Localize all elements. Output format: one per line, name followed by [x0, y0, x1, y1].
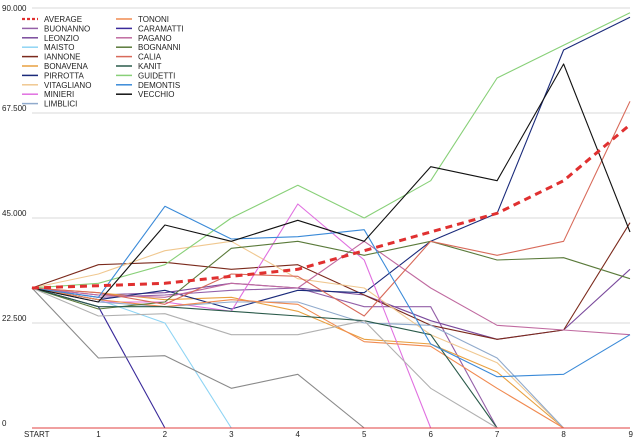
legend-label: LIMBLICI — [44, 100, 77, 109]
x-tick-label: 8 — [561, 430, 566, 439]
series-line-unnamed-19 — [31, 287, 630, 429]
legend-label: BUONANNO — [44, 24, 90, 33]
legend-label: IANNONE — [44, 53, 80, 62]
legend-label: PAGANO — [138, 34, 172, 43]
x-tick-label: 3 — [229, 430, 234, 439]
x-tick-label: 9 — [629, 430, 634, 439]
legend-label: VECCHIO — [138, 90, 174, 99]
series-line-caramatti — [31, 287, 630, 429]
series-line-calia — [31, 101, 631, 317]
series-line-kanit — [31, 287, 630, 429]
legend-label: LEONZIO — [44, 34, 79, 43]
legend-item-limblici: LIMBLICI — [22, 100, 77, 109]
legend-item-leonzio: LEONZIO — [22, 34, 79, 43]
x-tick-label: 7 — [495, 430, 500, 439]
series-line-unnamed-20 — [31, 287, 630, 429]
series-line-maisto — [31, 287, 630, 429]
legend-label: CARAMATTI — [138, 24, 184, 33]
y-tick-label: 45.000 — [2, 209, 27, 218]
legend: AVERAGEBUONANNOLEONZIOMAISTOIANNONEBONAV… — [22, 15, 184, 109]
legend-item-iannone: IANNONE — [22, 53, 80, 62]
y-tick-label: 90.000 — [2, 4, 27, 13]
series-line-bonavena — [31, 287, 630, 429]
legend-item-vitagliano: VITAGLIANO — [22, 81, 91, 90]
legend-label: AVERAGE — [44, 15, 82, 24]
legend-label: PIRROTTA — [44, 71, 85, 80]
legend-label: KANIT — [138, 62, 162, 71]
series-line-pagano — [31, 240, 631, 336]
grid — [32, 7, 630, 429]
series-line-pirrotta — [31, 16, 631, 310]
legend-item-kanit: KANIT — [116, 62, 162, 71]
legend-label: CALIA — [138, 53, 162, 62]
y-tick-label: 67.500 — [2, 104, 27, 113]
legend-item-pirrotta: PIRROTTA — [22, 71, 85, 80]
legend-item-bognanni: BOGNANNI — [116, 43, 181, 52]
series-lines — [31, 12, 631, 429]
series-line-minieri — [31, 203, 630, 429]
y-tick-label: 22.500 — [2, 314, 27, 323]
series-line-vecchio — [31, 63, 631, 303]
legend-item-calia: CALIA — [116, 53, 162, 62]
legend-item-average: AVERAGE — [22, 15, 82, 24]
series-line-vitagliano — [31, 240, 630, 429]
series-line-buonanno — [31, 287, 630, 429]
legend-item-maisto: MAISTO — [22, 43, 75, 52]
legend-label: BONAVENA — [44, 62, 89, 71]
x-tick-label: 1 — [96, 430, 101, 439]
x-tick-label: START — [24, 430, 50, 439]
series-line-bognanni — [31, 240, 631, 310]
legend-label: DEMONTIS — [138, 81, 180, 90]
legend-item-buonanno: BUONANNO — [22, 24, 90, 33]
y-tick-label: 0 — [2, 419, 7, 428]
series-line-limblici — [31, 287, 630, 429]
legend-label: VITAGLIANO — [44, 81, 91, 90]
x-tick-label: 5 — [362, 430, 367, 439]
x-axis-ticks: START 1 2 3 4 5 6 7 8 9 — [24, 430, 634, 439]
legend-label: MAISTO — [44, 43, 75, 52]
legend-item-tononi: TONONI — [116, 15, 169, 24]
legend-label: TONONI — [138, 15, 169, 24]
series-line-tononi — [31, 287, 630, 429]
x-tick-label: 6 — [428, 430, 433, 439]
legend-item-vecchio: VECCHIO — [116, 90, 174, 99]
x-tick-label: 4 — [296, 430, 301, 439]
legend-item-guidetti: GUIDETTI — [116, 71, 175, 80]
legend-label: GUIDETTI — [138, 71, 175, 80]
legend-item-pagano: PAGANO — [116, 34, 172, 43]
y-axis-ticks: 0 22.500 45.000 67.500 90.000 — [2, 4, 27, 428]
legend-label: BOGNANNI — [138, 43, 181, 52]
series-line-average — [31, 123, 631, 290]
series-line-demontis — [31, 205, 631, 378]
legend-item-bonavena: BONAVENA — [22, 62, 89, 71]
legend-label: MINIERI — [44, 90, 74, 99]
legend-item-demontis: DEMONTIS — [116, 81, 180, 90]
series-line-iannone — [31, 222, 631, 340]
legend-item-caramatti: CARAMATTI — [116, 24, 184, 33]
series-line-guidetti — [31, 12, 631, 289]
x-tick-label: 2 — [163, 430, 168, 439]
legend-item-minieri: MINIERI — [22, 90, 74, 99]
